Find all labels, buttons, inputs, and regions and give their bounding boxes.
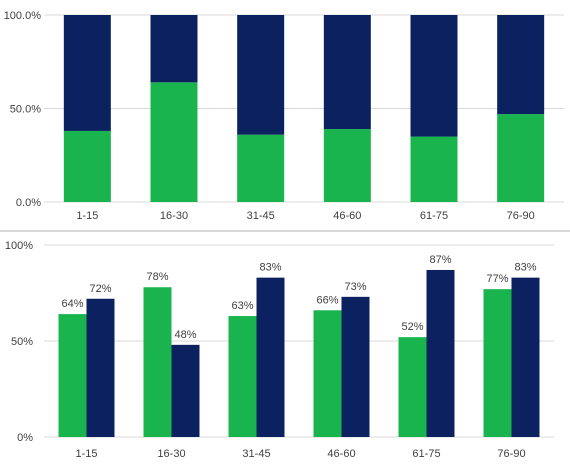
x-tick-label: 31-45 <box>247 210 275 222</box>
bar <box>143 287 172 437</box>
bar-segment <box>497 15 545 115</box>
data-label: 63% <box>231 300 253 312</box>
bar-segment <box>410 15 458 137</box>
x-tick-label: 31-45 <box>242 448 270 460</box>
bar-segment <box>237 134 285 202</box>
bar <box>313 310 342 437</box>
bar <box>256 277 285 437</box>
stacked-percent-bar-chart: 0.0% 50.0% 100.0% 1-15 16-30 31-45 46-60 61-75 7… <box>4 10 564 222</box>
data-label: 52% <box>401 321 423 333</box>
data-label: 73% <box>344 281 366 293</box>
bar-segment <box>63 15 111 131</box>
bar-segment <box>410 136 458 202</box>
x-tick-label: 76-90 <box>497 448 525 460</box>
bar <box>171 344 200 437</box>
data-label: 87% <box>429 254 451 266</box>
data-label: 64% <box>61 298 83 310</box>
bar-segment <box>323 129 371 202</box>
bar <box>511 277 540 437</box>
data-label: 48% <box>174 329 196 341</box>
bar-segment <box>497 114 545 202</box>
bar <box>426 269 455 437</box>
data-label: 83% <box>259 262 281 274</box>
y-tick-label: 0.0% <box>16 197 41 209</box>
x-tick-label: 46-60 <box>333 210 361 222</box>
bar-segment <box>150 15 198 83</box>
bar <box>398 337 427 437</box>
bar-segment <box>237 15 285 135</box>
data-label: 77% <box>486 273 508 285</box>
x-tick-label: 1-15 <box>76 210 98 222</box>
x-tick-label: 16-30 <box>157 448 185 460</box>
chart-divider <box>0 230 570 232</box>
x-tick-label: 76-90 <box>507 210 535 222</box>
x-tick-label: 46-60 <box>327 448 355 460</box>
x-tick-label: 61-75 <box>420 210 448 222</box>
bar-segment <box>323 15 371 130</box>
data-label: 78% <box>146 271 168 283</box>
data-label: 72% <box>89 283 111 295</box>
bar <box>58 314 87 437</box>
y-tick-label: 100.0% <box>4 10 42 22</box>
data-label: 83% <box>514 262 536 274</box>
y-tick-label: 50% <box>11 336 33 348</box>
bar <box>483 289 512 437</box>
x-tick-label: 16-30 <box>160 210 188 222</box>
y-tick-label: 100% <box>5 240 33 252</box>
clustered-bar-chart: 0% 50% 100% 64% 72% 1-15 78% 48% 16-30 63% 83% 31-4… <box>5 240 554 460</box>
data-label: 66% <box>316 294 338 306</box>
y-tick-label: 0% <box>17 432 33 444</box>
x-tick-label: 61-75 <box>412 448 440 460</box>
y-tick-label: 50.0% <box>10 104 41 116</box>
bar <box>228 316 257 437</box>
bar-segment <box>150 82 198 202</box>
bar <box>86 298 115 437</box>
bar <box>341 296 370 437</box>
bar-segment <box>63 130 111 202</box>
x-tick-label: 1-15 <box>75 448 97 460</box>
